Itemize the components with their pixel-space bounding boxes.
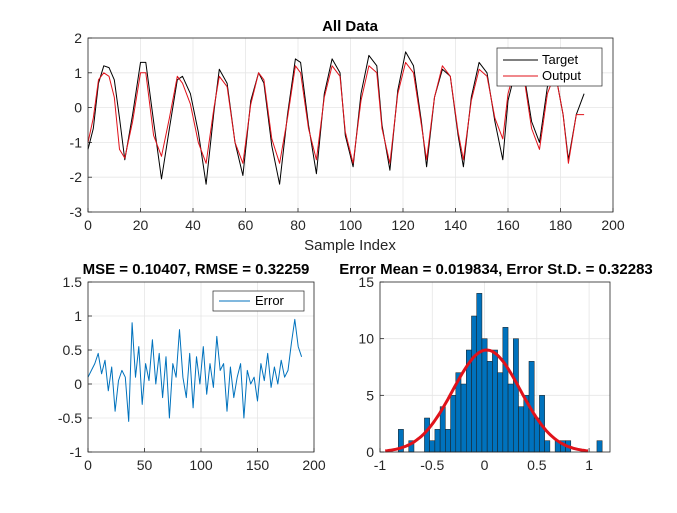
- axes-box: [379, 281, 611, 453]
- histogram-bar: [544, 440, 551, 453]
- series-line-output: [87, 61, 585, 164]
- x-tick-label: 200: [302, 457, 326, 473]
- y-tick-label: 0: [74, 376, 82, 392]
- series-line-target: [87, 51, 585, 185]
- y-tick-labels: -3 -2 -1 0 1 2: [70, 30, 83, 220]
- y-tick-label: 0.5: [63, 342, 83, 358]
- histogram-bar: [471, 315, 477, 453]
- histogram-bar: [445, 429, 451, 453]
- x-tick-label: 120: [391, 217, 415, 233]
- x-tick-label: 0.5: [527, 457, 547, 473]
- x-tick-label: 0: [84, 217, 92, 233]
- chart-error: 0 50 100 150 200 -1 -0.5 0 0.5 1 1.5 MSE = 0.1040…: [58, 261, 326, 473]
- histogram-bar: [596, 440, 603, 453]
- histogram-bar: [460, 383, 467, 453]
- y-tick-label: -0.5: [58, 410, 82, 426]
- chart-all-data: 0 20 40 60 80 100 120 140 160 180 200 -3 -2 -1 0 1 2 Al…: [70, 18, 625, 254]
- histogram-bar: [481, 338, 488, 453]
- histogram-bar: [518, 406, 524, 453]
- x-tick-label: 80: [290, 217, 306, 233]
- x-tick-label: 1: [585, 457, 593, 473]
- x-tick-label: 150: [246, 457, 270, 473]
- legend-label-error: Error: [255, 293, 285, 308]
- y-tick-label: 2: [74, 30, 82, 46]
- y-tick-label: 15: [358, 274, 374, 290]
- chart-title-error-stats: Error Mean = 0.019834, Error St.D. = 0.3…: [339, 261, 653, 278]
- normal-fit-curve: [385, 348, 589, 453]
- x-tick-label: 50: [137, 457, 153, 473]
- y-tick-label: -2: [70, 169, 83, 185]
- fit-curve-group: [385, 348, 589, 453]
- grid: [87, 37, 614, 213]
- histogram-bar: [429, 440, 436, 453]
- y-tick-label: 0: [74, 100, 82, 116]
- x-tick-label: 200: [601, 217, 625, 233]
- histogram-bar: [476, 293, 483, 453]
- chart-title-mse: MSE = 0.10407, RMSE = 0.32259: [83, 261, 310, 278]
- histogram-bar: [513, 338, 519, 453]
- legend: Target Output: [496, 47, 603, 87]
- histogram-bar: [502, 327, 509, 453]
- legend-box: [212, 290, 305, 312]
- x-tick-label: 140: [444, 217, 468, 233]
- legend-label-output: Output: [542, 68, 581, 83]
- x-tick-label: 0: [481, 457, 489, 473]
- x-tick-label: 100: [339, 217, 363, 233]
- chart-error-histogram: -1 -0.5 0 0.5 1 0 5 10 15 Error Mean = 0.019834…: [339, 261, 653, 473]
- legend-label-target: Target: [542, 52, 579, 67]
- y-tick-label: -1: [70, 134, 83, 150]
- series-group: [87, 51, 585, 185]
- y-tick-label: 1: [74, 308, 82, 324]
- axes-box: [87, 37, 614, 213]
- histogram-bar: [434, 429, 441, 453]
- x-tick-label: -0.5: [420, 457, 444, 473]
- series-line-error: [87, 318, 303, 422]
- histogram-bar: [424, 417, 430, 453]
- histogram-bar: [492, 349, 498, 453]
- histogram-bar: [497, 372, 504, 453]
- y-tick-label: -3: [70, 204, 83, 220]
- y-tick-labels: 0 5 10 15: [358, 274, 374, 460]
- y-tick-label: 5: [366, 387, 374, 403]
- histogram-bar: [450, 395, 457, 453]
- x-tick-label: 160: [496, 217, 520, 233]
- x-tick-label: -1: [374, 457, 387, 473]
- x-tick-label: 20: [133, 217, 149, 233]
- y-tick-label: -1: [70, 444, 83, 460]
- histogram-bar: [486, 361, 493, 453]
- chart-title: All Data: [322, 18, 379, 35]
- series-group: [87, 318, 303, 422]
- bars-group: [398, 293, 603, 453]
- x-tick-labels: 0 20 40 60 80 100 120 140 160 180 200: [84, 217, 625, 233]
- legend: Error: [212, 290, 305, 312]
- y-tick-label: 1.5: [63, 274, 83, 290]
- x-tick-label: 40: [185, 217, 201, 233]
- x-tick-labels: -1 -0.5 0 0.5 1: [374, 457, 593, 473]
- histogram-bar: [507, 383, 514, 453]
- x-tick-label: 100: [189, 457, 213, 473]
- x-tick-labels: 0 50 100 150 200: [84, 457, 326, 473]
- x-tick-label: 0: [84, 457, 92, 473]
- y-tick-labels: -1 -0.5 0 0.5 1 1.5: [58, 274, 82, 460]
- x-tick-label: 60: [238, 217, 254, 233]
- y-tick-label: 1: [74, 65, 82, 81]
- x-tick-label: 180: [549, 217, 573, 233]
- x-axis-label: Sample Index: [304, 237, 396, 254]
- legend-box: [496, 47, 603, 87]
- y-tick-label: 10: [358, 331, 374, 347]
- axes-box: [87, 281, 315, 453]
- y-tick-label: 0: [366, 444, 374, 460]
